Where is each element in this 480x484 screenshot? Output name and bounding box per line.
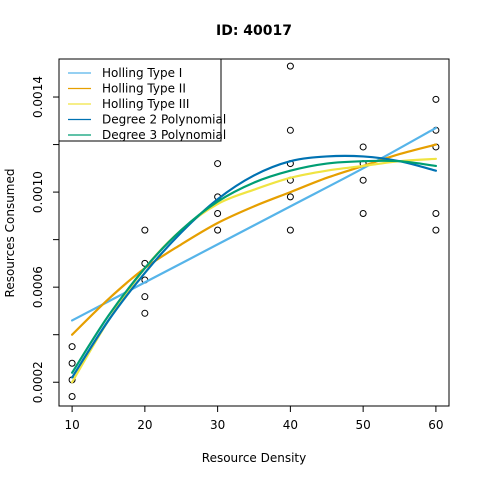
data-point <box>141 226 149 234</box>
x-axis-label: Resource Density <box>202 451 306 465</box>
data-point <box>286 126 294 134</box>
legend-label-4: Degree 2 Polynomial <box>102 113 226 127</box>
data-point <box>286 193 294 201</box>
data-point <box>214 160 222 168</box>
data-point <box>359 209 367 217</box>
data-point <box>141 309 149 317</box>
x-tick-label: 10 <box>64 418 79 432</box>
data-point <box>286 62 294 70</box>
x-tick-label: 60 <box>428 418 443 432</box>
data-point <box>214 209 222 217</box>
y-tick-label: 0.0002 <box>31 361 45 403</box>
data-point <box>141 293 149 301</box>
data-point <box>286 226 294 234</box>
plot-frame <box>58 58 450 407</box>
data-point <box>432 209 440 217</box>
legend-label-1: Holling Type I <box>102 66 182 80</box>
chart-title: ID: 40017 <box>216 23 292 39</box>
data-point <box>68 343 76 351</box>
y-tick-label: 0.0010 <box>31 171 45 213</box>
data-point <box>432 226 440 234</box>
series-line-3 <box>71 157 437 384</box>
data-point <box>359 176 367 184</box>
y-tick-label: 0.0006 <box>31 266 45 308</box>
series-line-5 <box>71 159 437 374</box>
series-line-4 <box>71 154 437 379</box>
x-tick-label: 40 <box>283 418 298 432</box>
x-tick-label: 50 <box>356 418 371 432</box>
data-point <box>68 359 76 367</box>
plot-layer: 10 20 30 40 50 60 0.0002 0.0006 0.0010 0.0014 Holl… <box>31 58 450 432</box>
data-point <box>432 95 440 103</box>
legend-label-3: Holling Type III <box>102 97 189 111</box>
y-axis-label: Resources Consumed <box>3 169 17 298</box>
data-point <box>359 143 367 151</box>
x-tick-label: 30 <box>210 418 225 432</box>
series-line-2 <box>71 143 437 336</box>
data-point <box>214 226 222 234</box>
legend-label-5: Degree 3 Polynomial <box>102 128 226 142</box>
legend-label-2: Holling Type II <box>102 82 186 96</box>
x-tick-label: 20 <box>137 418 152 432</box>
data-point <box>68 392 76 400</box>
y-tick-label: 0.0014 <box>31 76 45 118</box>
